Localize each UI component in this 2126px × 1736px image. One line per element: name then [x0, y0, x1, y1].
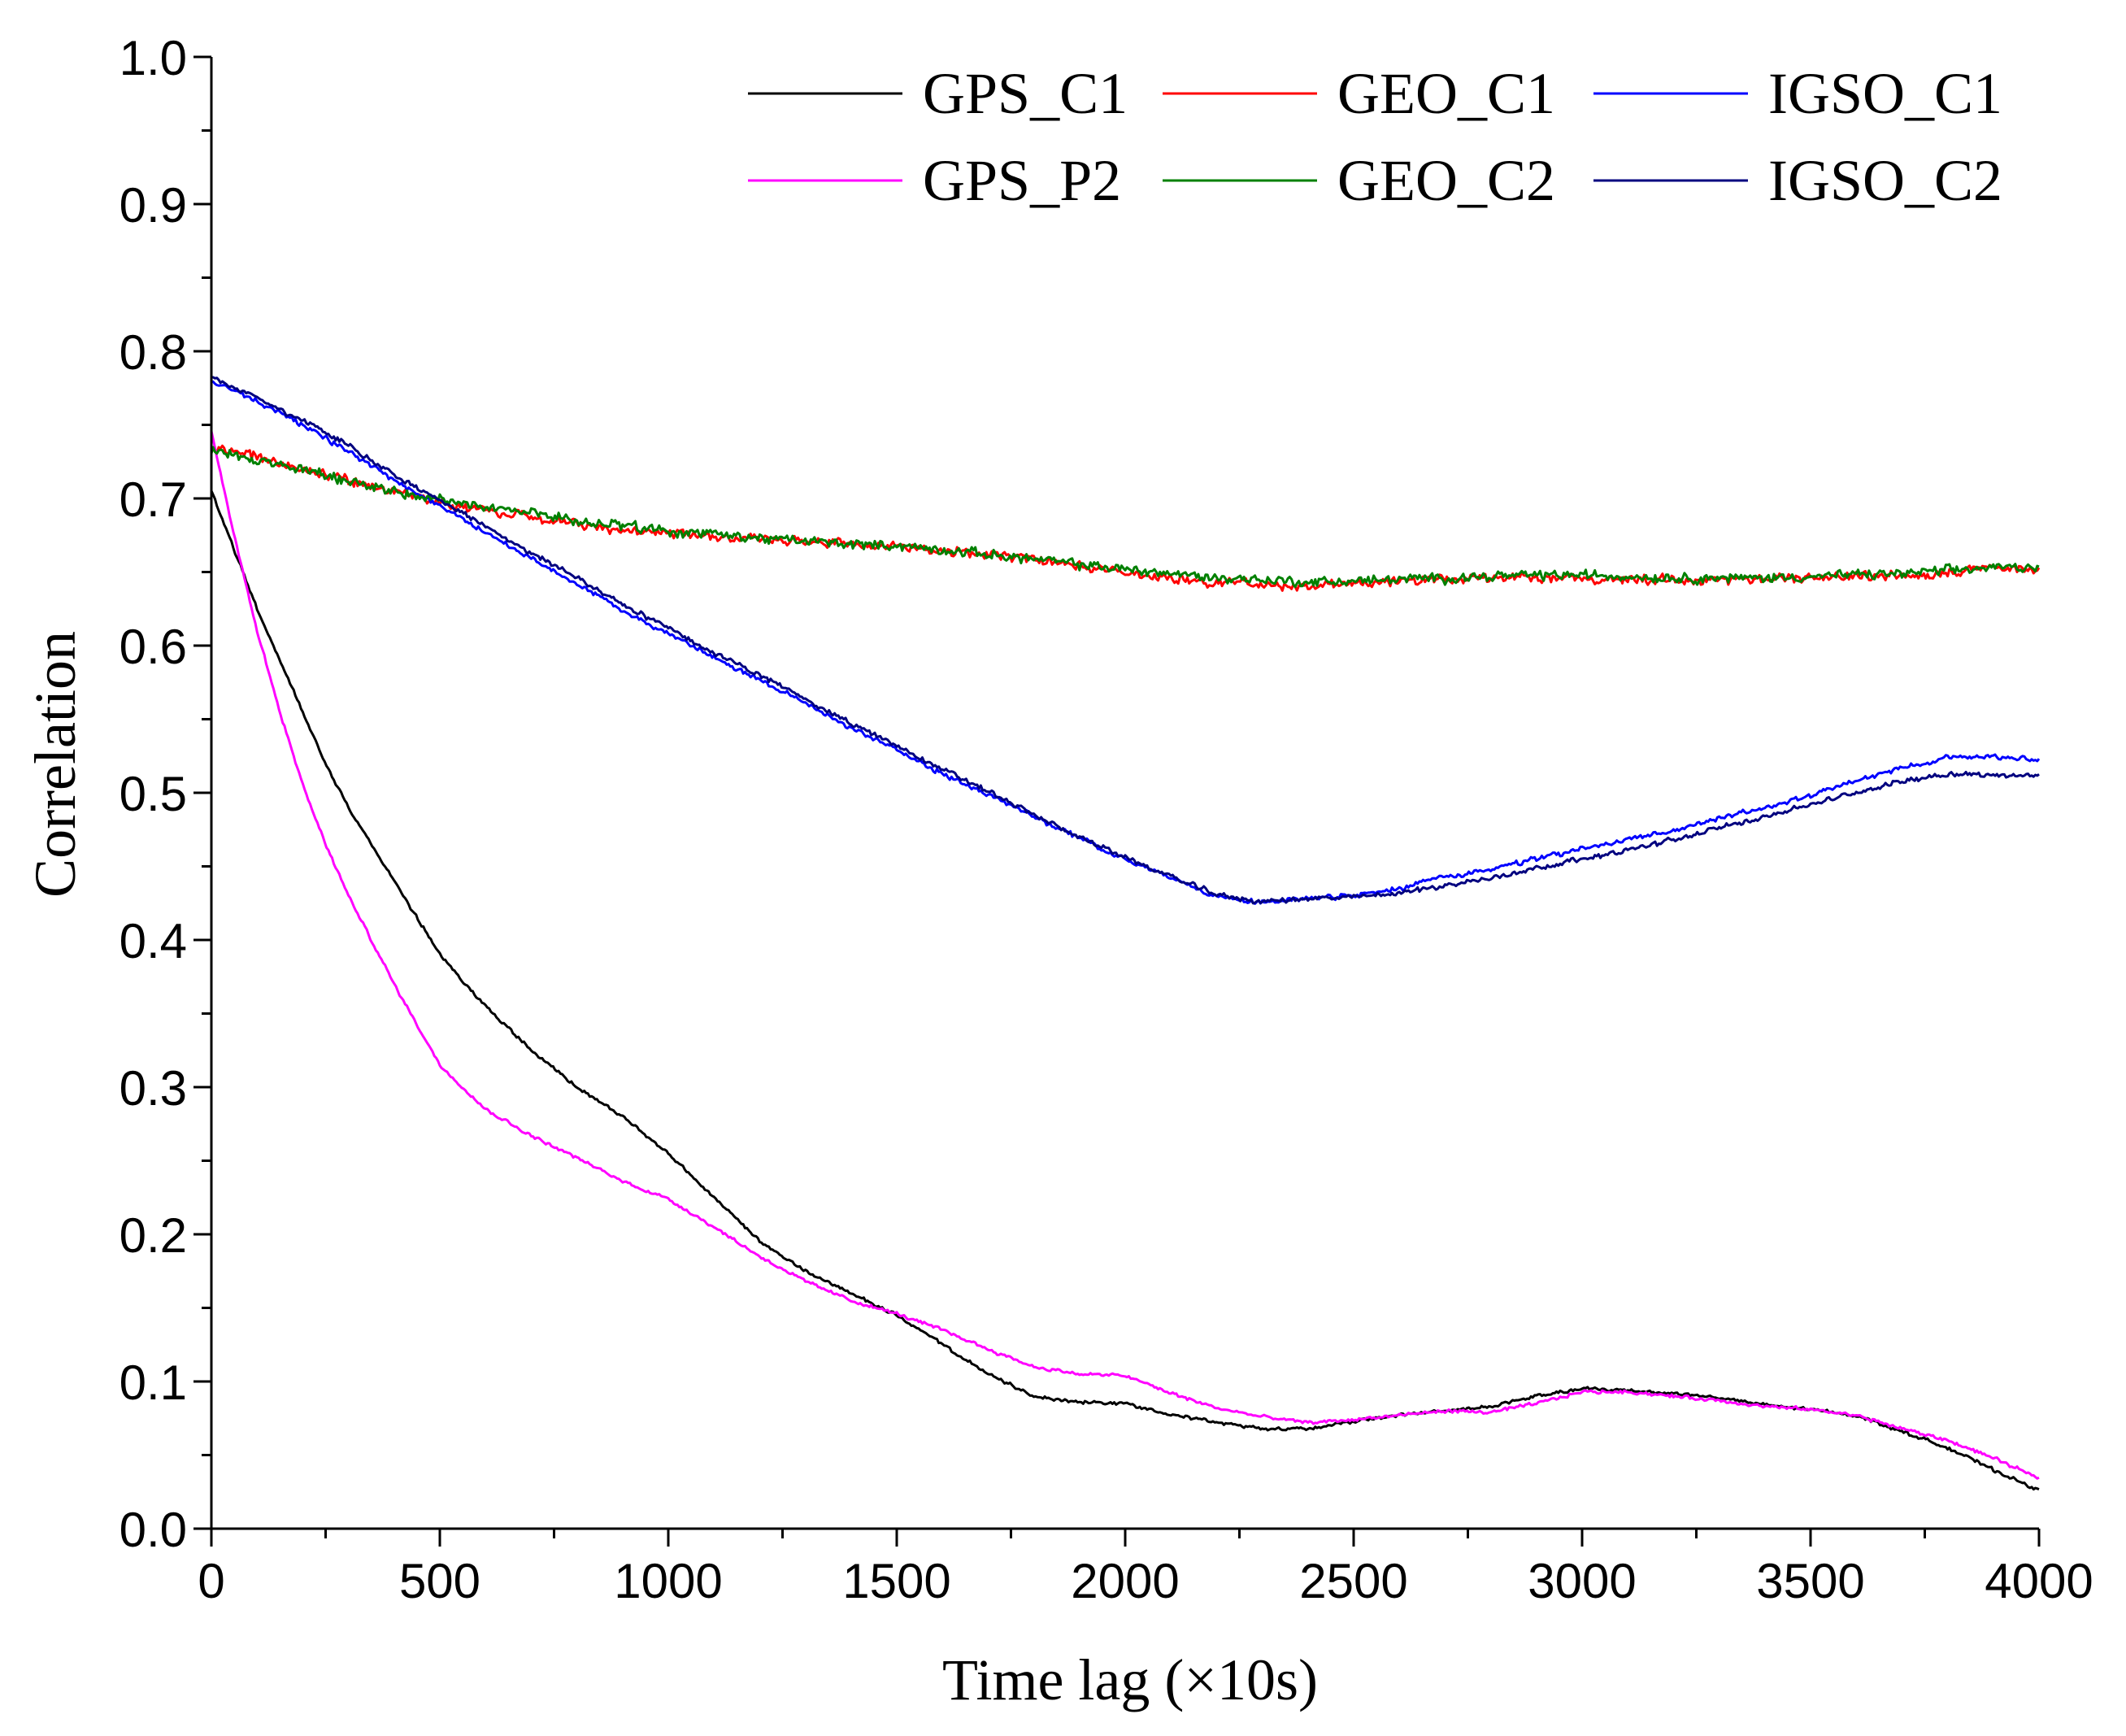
legend-label-gps-c1: GPS_C1	[923, 61, 1128, 126]
legend: GPS_C1 GEO_C1 IGSO_C1 GPS_P2 GEO_C2 IGSO_C2	[748, 61, 2002, 213]
legend-label-igso-c1: IGSO_C1	[1768, 61, 2002, 126]
y-axis-title: Correlation	[23, 631, 88, 898]
x-tick-label: 2500	[1299, 1554, 1407, 1608]
y-tick-label: 0.4	[120, 914, 187, 968]
series-line-gps-c1	[210, 489, 2040, 1491]
y-tick-label: 0.6	[120, 620, 187, 674]
x-tick-label: 3500	[1756, 1554, 1864, 1608]
x-tick-label: 1500	[842, 1554, 950, 1608]
y-tick-label: 0.3	[120, 1061, 187, 1116]
series-line-igso-c2	[211, 376, 2040, 905]
x-tick-label: 1000	[614, 1554, 722, 1608]
y-tick-label: 0.5	[120, 767, 187, 821]
x-tick-label: 500	[399, 1554, 480, 1608]
series-line-igso-c1	[211, 380, 2041, 905]
y-tick-label: 0.7	[120, 472, 187, 527]
series-layer	[210, 376, 2041, 1491]
y-tick-label: 0.8	[120, 325, 187, 380]
y-tick-label: 0.1	[120, 1355, 187, 1410]
series-line-geo-c2	[210, 446, 2040, 589]
x-tick-label: 4000	[1985, 1554, 2093, 1608]
y-tick-label: 0.9	[120, 178, 187, 233]
x-tick-label: 2000	[1071, 1554, 1179, 1608]
legend-label-geo-c2: GEO_C2	[1337, 148, 1555, 213]
legend-label-geo-c1: GEO_C1	[1337, 61, 1555, 126]
x-tick-label: 3000	[1528, 1554, 1636, 1608]
legend-label-gps-p2: GPS_P2	[923, 148, 1121, 213]
x-axis-title: Time lag (×10s)	[942, 1647, 1318, 1712]
x-tick-label: 0	[198, 1554, 224, 1608]
y-tick-label: 0.2	[120, 1208, 187, 1263]
series-line-gps-p2	[210, 430, 2040, 1480]
y-tick-label: 0.0	[120, 1503, 187, 1557]
legend-label-igso-c2: IGSO_C2	[1768, 148, 2002, 213]
axes-layer: 0 500 1000 1500 2000 2500 3000 3500 4000 0.0 0.1 0.…	[120, 31, 2093, 1608]
y-tick-label: 1.0	[120, 31, 187, 85]
